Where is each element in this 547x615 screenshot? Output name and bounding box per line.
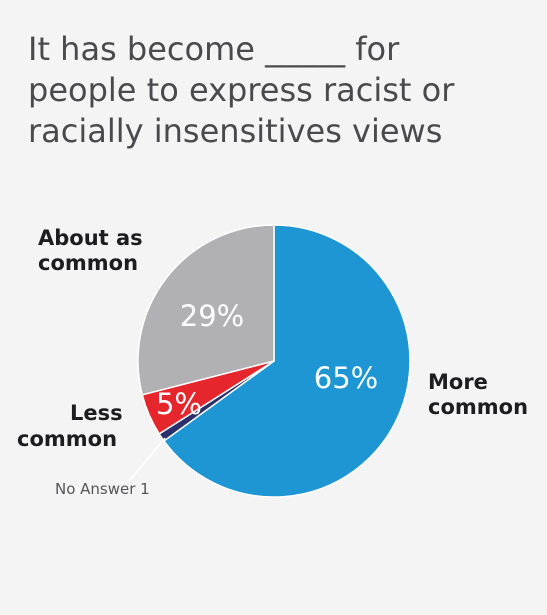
slice-value-less-common: 5% <box>156 387 202 421</box>
no-answer-leader-line <box>129 437 166 481</box>
category-label-no-answer: No Answer 1 <box>55 480 150 498</box>
pie-slices <box>137 224 411 498</box>
slice-value-labels: 65% 5% 29% <box>156 299 378 421</box>
category-label-less-common-line-2: common <box>17 427 117 451</box>
slice-value-about-as-common: 29% <box>180 299 244 333</box>
chart-title-line-3: racially insensitives views <box>28 112 442 150</box>
slice-category-labels: About as common More common Less common … <box>17 226 528 498</box>
category-label-about-as-common-line-1: About as <box>38 226 143 250</box>
category-label-more-common-line-2: common <box>428 395 528 419</box>
pie-slice-about-as-common <box>137 224 275 396</box>
pie-slice-more-common <box>162 224 411 498</box>
chart-title: It has become _____ for people to expres… <box>28 30 455 150</box>
slice-value-more-common: 65% <box>314 361 378 395</box>
category-label-less-common-line-1: Less <box>70 401 123 425</box>
chart-title-line-1: It has become _____ for <box>28 30 400 68</box>
category-label-about-as-common-line-2: common <box>38 251 138 275</box>
chart-title-line-2: people to express racist or <box>28 71 455 109</box>
category-label-more-common-line-1: More <box>428 370 488 394</box>
